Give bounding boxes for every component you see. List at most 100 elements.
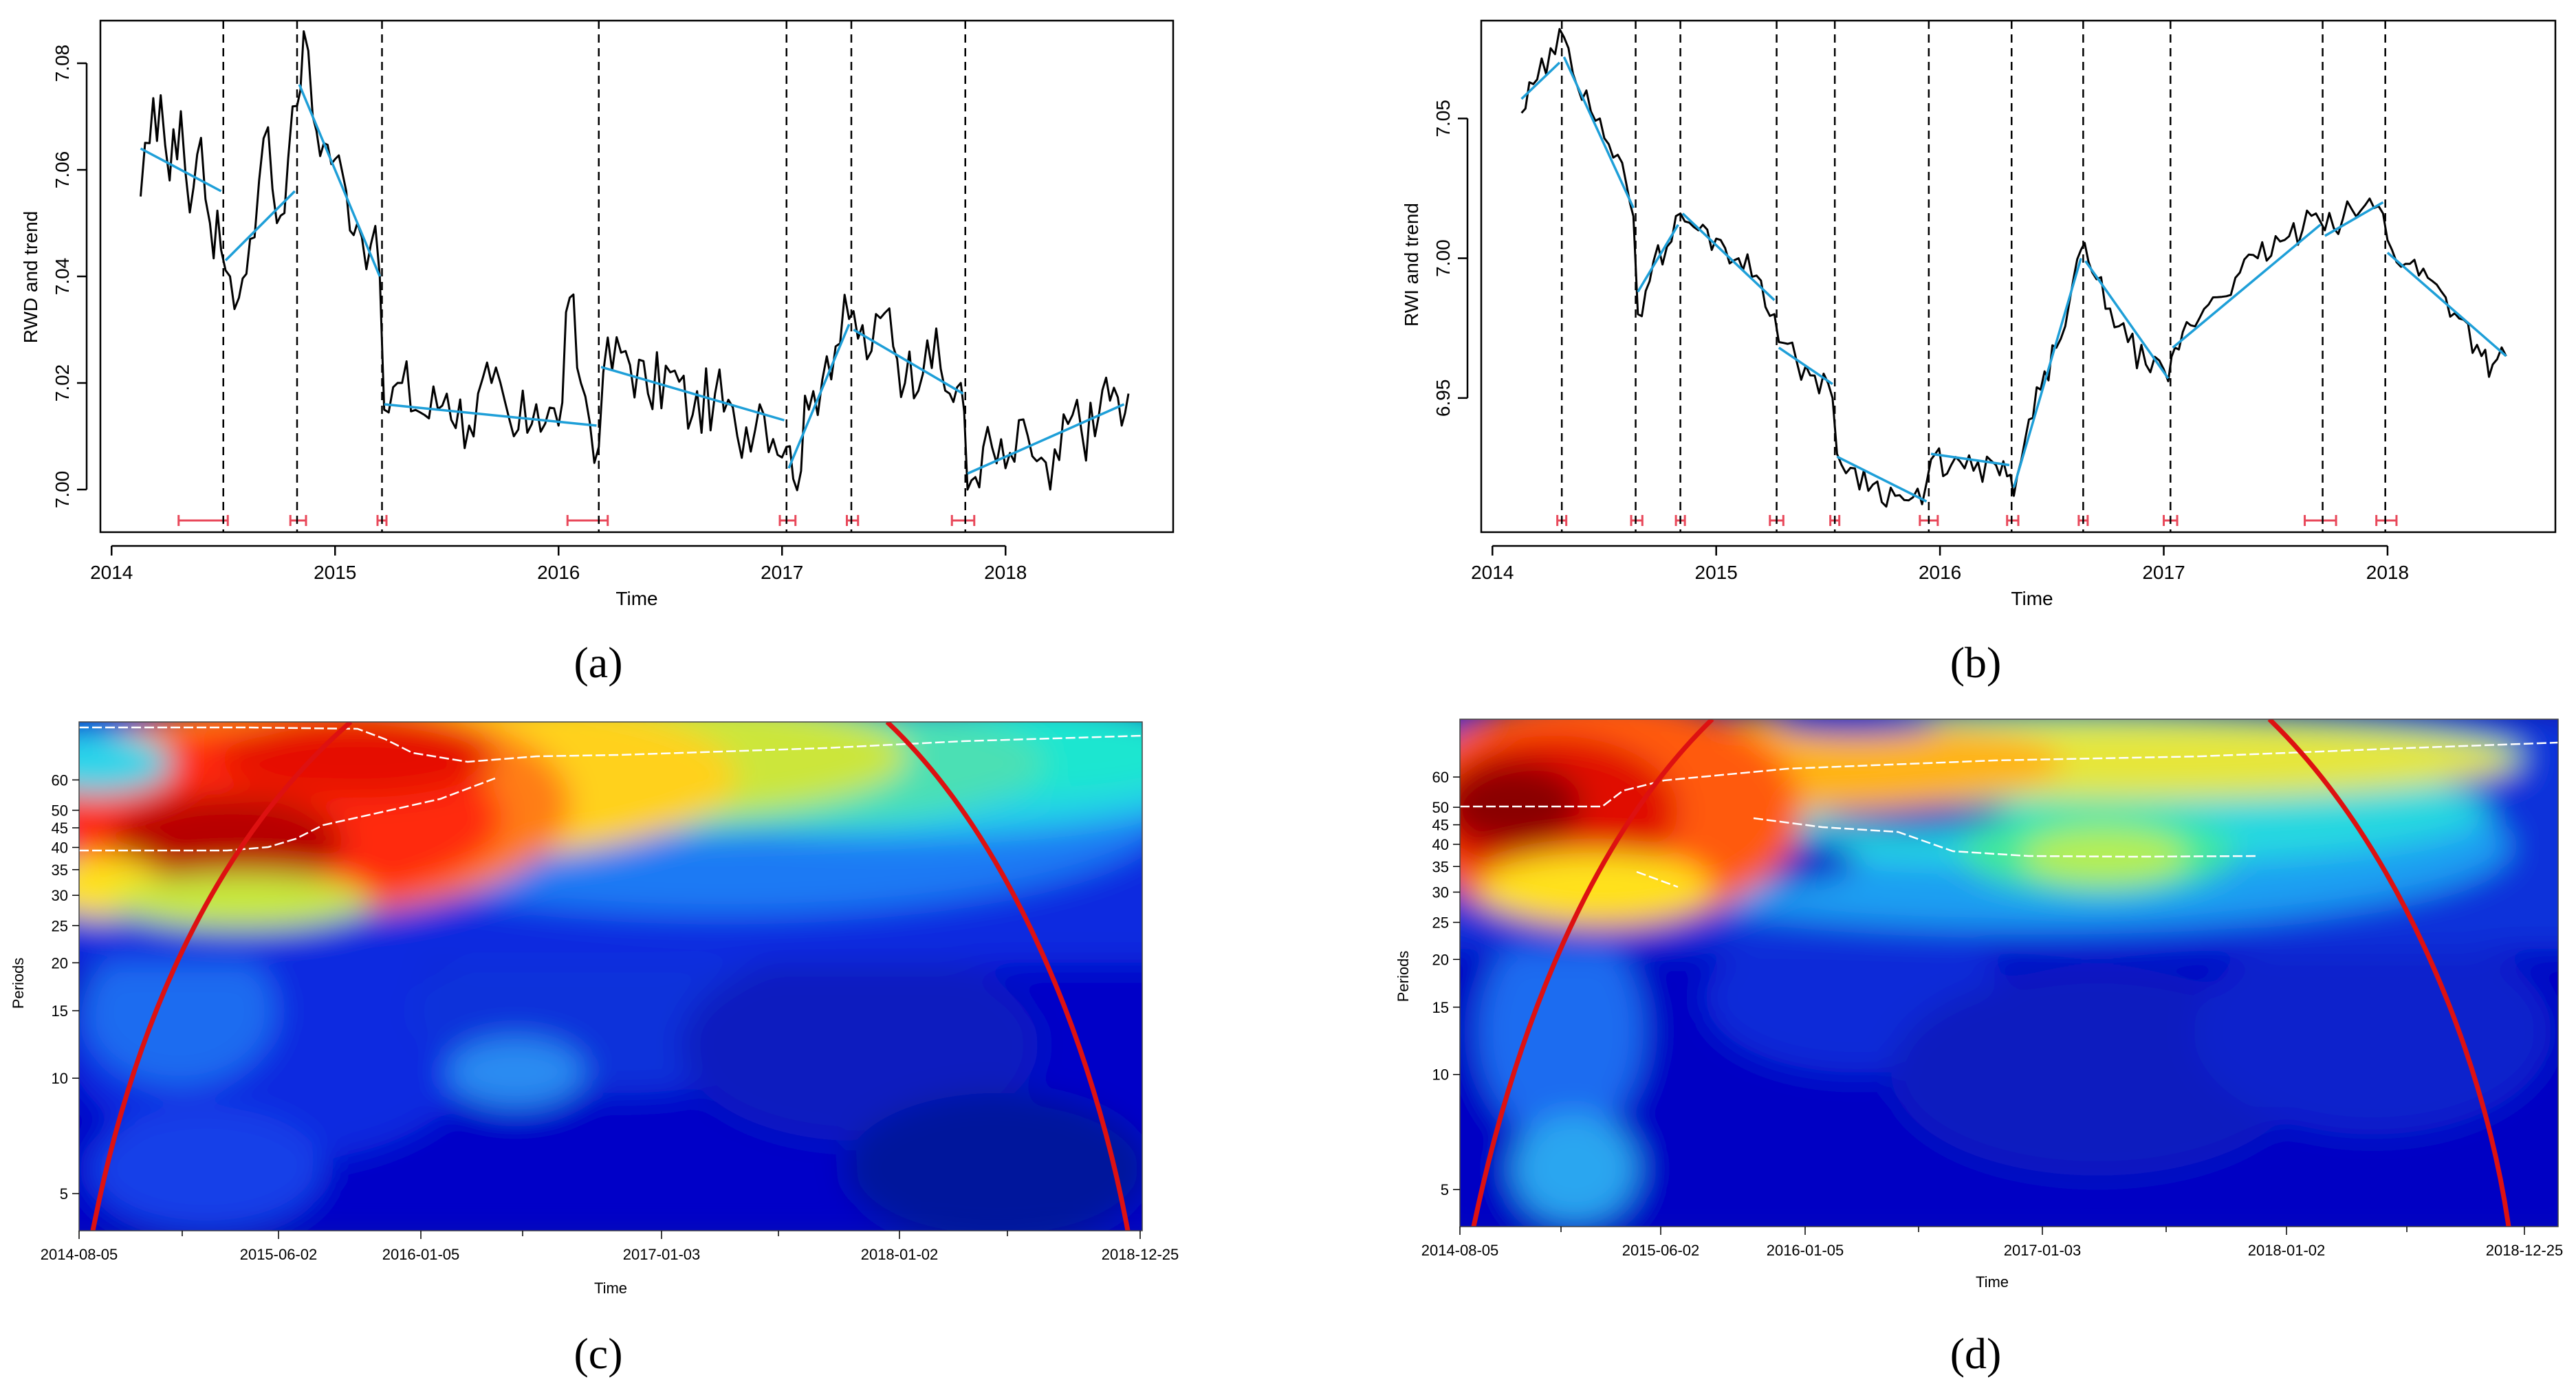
panel-c-coi-right (885, 722, 1131, 1231)
y-tick-label: 7.08 (52, 45, 73, 83)
y-tick-label: 25 (52, 917, 68, 934)
y-tick-label: 10 (1432, 1066, 1449, 1084)
x-tick-label: 2016 (537, 562, 580, 583)
panel-a-trend (140, 84, 1125, 475)
y-tick-label: 7.00 (52, 471, 73, 509)
panel-b-frame (1480, 19, 2557, 534)
y-tick-label: 35 (1432, 858, 1449, 875)
breakpoint-ci (950, 515, 976, 526)
panel-b-rwi-line (1520, 28, 2507, 508)
panel-d-ridge-mid (1753, 817, 2256, 858)
panel-c-coi-left (90, 722, 353, 1231)
y-tick-label: 50 (52, 802, 68, 819)
x-tick-label: 2015-06-02 (1622, 1242, 1700, 1259)
panel-d-ylabel: Periods (1395, 951, 1412, 1002)
panel-b: 2014 2015 2016 2017 2018 6.95 7.00 7.05 Time R… (1401, 19, 2557, 687)
trend-segment (140, 147, 222, 193)
y-tick-label: 35 (52, 862, 68, 879)
panel-b-trend (1520, 56, 2507, 503)
x-tick-label: 2018 (2366, 562, 2409, 583)
panel-c-ridge-low (79, 777, 496, 852)
panel-d-frame (1459, 719, 2559, 1227)
y-tick-label: 50 (1432, 799, 1449, 816)
panel-a-label: (a) (574, 638, 622, 687)
panel-a-y-axis: 7.00 7.02 7.04 7.06 7.08 (52, 45, 88, 509)
panel-d-ridge-low (1636, 870, 1679, 888)
x-tick-label: 2018-01-02 (861, 1246, 939, 1263)
panel-a-frame (99, 19, 1175, 534)
panel-a-ci-group (177, 515, 976, 526)
trend-segment (1520, 61, 1561, 100)
y-tick-label: 6.95 (1432, 380, 1454, 417)
panel-c: 2014-08-05 2015-06-02 2016-01-05 2017-01-03… (10, 721, 1179, 1378)
x-tick-label: 2014-08-05 (1421, 1242, 1499, 1259)
x-tick-label: 2015 (314, 562, 356, 583)
panel-b-ci-group (1556, 515, 2398, 526)
trend-segment (1562, 56, 1635, 209)
y-tick-label: 7.06 (52, 151, 73, 189)
y-tick-label: 20 (52, 954, 68, 972)
breakpoint-ci (2304, 515, 2337, 526)
y-tick-label: 20 (1432, 951, 1449, 968)
trend-segment (224, 190, 296, 261)
breakpoint-ci (566, 515, 609, 526)
y-tick-label: 60 (1432, 769, 1449, 786)
trend-segment (2386, 252, 2507, 358)
trend-segment (1930, 452, 2010, 467)
panel-d-x-axis: 2014-08-05 2015-06-02 2016-01-05 2017-01-03… (1421, 1227, 2563, 1259)
y-tick-label: 7.00 (1432, 239, 1454, 277)
y-tick-label: 40 (52, 840, 68, 857)
y-tick-label: 5 (1441, 1181, 1449, 1198)
trend-segment (2324, 201, 2384, 237)
panel-b-y-axis: 6.95 7.00 7.05 (1432, 100, 1469, 417)
x-tick-label: 2017-01-03 (623, 1246, 701, 1263)
trend-segment (853, 328, 964, 395)
breakpoint-ci (846, 515, 860, 526)
x-tick-label: 2014-08-05 (41, 1246, 118, 1263)
panel-b-breakpoints (1560, 21, 2386, 532)
x-tick-label: 2017 (761, 562, 803, 583)
trend-segment (787, 324, 851, 469)
y-tick-label: 5 (60, 1185, 68, 1203)
y-tick-label: 30 (1432, 884, 1449, 901)
panel-a: 2014 2015 2016 2017 2018 7.007.027.047.067.0… (20, 19, 1175, 687)
panel-d-power-field (1460, 719, 2558, 1227)
trend-segment (384, 403, 597, 427)
trend-segment (600, 366, 785, 421)
y-tick-label: 25 (1432, 914, 1449, 931)
x-tick-label: 2018-12-25 (1102, 1246, 1179, 1263)
x-tick-label: 2017-01-03 (2004, 1242, 2082, 1259)
panel-c-x-axis: 2014-08-05 2015-06-02 2016-01-05 2017-01-03… (41, 1231, 1179, 1263)
panel-d-label: (d) (1950, 1329, 2002, 1378)
y-tick-label: 15 (52, 1002, 68, 1020)
trend-segment (967, 403, 1125, 475)
x-tick-label: 2016-01-05 (1767, 1242, 1844, 1259)
breakpoint-ci (177, 515, 229, 526)
y-tick-label: 15 (1432, 999, 1449, 1016)
trend-segment (1637, 223, 1679, 293)
panel-a-x-axis: 2014 2015 2016 2017 2018 (90, 545, 1027, 583)
y-tick-label: 7.02 (52, 364, 73, 402)
breakpoint-ci (289, 515, 307, 526)
trend-segment (1681, 212, 1776, 301)
trend-segment (298, 84, 381, 277)
y-tick-label: 7.05 (1432, 100, 1454, 138)
breakpoint-ci (778, 515, 797, 526)
panel-a-xlabel: Time (615, 588, 657, 609)
panel-c-xlabel: Time (594, 1280, 627, 1297)
y-tick-label: 60 (52, 771, 68, 789)
breakpoint-ci (1630, 515, 1644, 526)
panel-b-label: (b) (1950, 638, 2002, 687)
panel-c-label: (c) (574, 1329, 622, 1378)
x-tick-label: 2017 (2142, 562, 2185, 583)
panel-c-power-field (79, 722, 1142, 1231)
y-tick-label: 45 (1432, 817, 1449, 834)
x-tick-label: 2015 (1695, 562, 1738, 583)
panel-c-ridge-high (79, 726, 1142, 763)
y-tick-label: 30 (52, 887, 68, 904)
x-tick-label: 2014 (90, 562, 133, 583)
panel-b-xlabel: Time (2011, 588, 2053, 609)
panel-c-frame (78, 721, 1143, 1231)
